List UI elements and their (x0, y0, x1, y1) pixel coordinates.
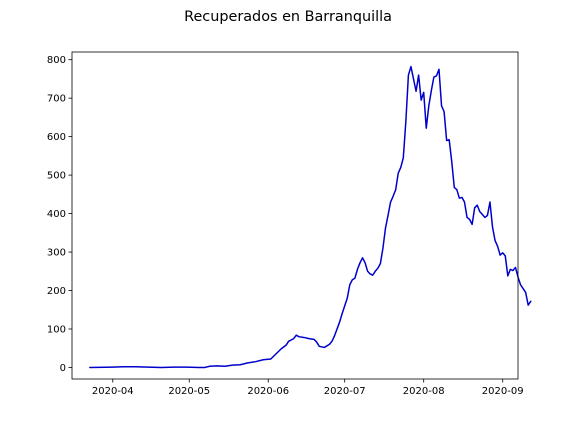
y-tick-label: 400 (47, 209, 66, 220)
x-tick-label: 2020-05 (168, 386, 210, 397)
y-tick-label: 200 (47, 286, 66, 297)
y-tick-label: 600 (47, 132, 66, 143)
plot-frame (71, 51, 519, 380)
y-tick-label: 500 (47, 171, 66, 182)
series-line (89, 65, 532, 369)
y-tick-label: 300 (47, 248, 66, 259)
y-tick-label: 100 (47, 324, 66, 335)
x-tick-label: 2020-07 (324, 386, 366, 397)
x-tick-label: 2020-08 (403, 386, 445, 397)
chart-title: Recuperados en Barranquilla (184, 9, 392, 25)
series-layer (89, 65, 532, 369)
x-tick-label: 2020-04 (92, 386, 134, 397)
y-tick-label: 0 (60, 363, 66, 374)
plot-area (72, 52, 518, 379)
x-axis: 2020-04 2020-05 2020-06 2020-07 2020-08 2020-… (92, 379, 524, 397)
y-tick-label: 700 (47, 94, 66, 105)
y-tick-label: 800 (47, 55, 66, 66)
x-tick-label: 2020-06 (247, 386, 289, 397)
x-tick-label: 2020-09 (482, 386, 524, 397)
y-axis: 0 100 200 300 400 500 600 700 800 (47, 55, 72, 374)
